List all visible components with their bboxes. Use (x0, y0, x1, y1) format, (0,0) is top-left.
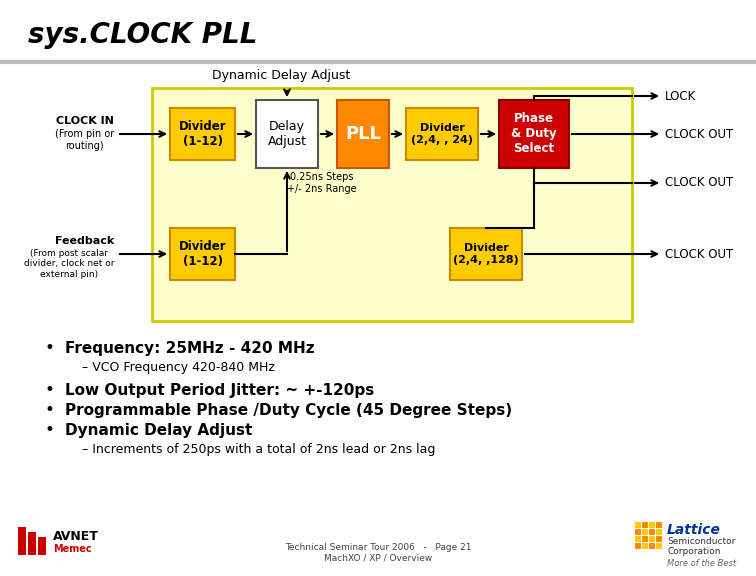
Bar (642, 529, 648, 535)
Text: •: • (44, 401, 54, 419)
Bar (256, 100, 318, 168)
Text: Phase
& Duty
Select: Phase & Duty Select (511, 112, 557, 156)
Bar (38, 537, 46, 555)
Text: Divider
(1-12): Divider (1-12) (178, 120, 226, 148)
Text: Low Output Period Jitter: ~ +-120ps: Low Output Period Jitter: ~ +-120ps (65, 382, 374, 397)
Text: LOCK: LOCK (665, 89, 696, 103)
Bar (642, 536, 648, 542)
Text: Lattice: Lattice (667, 523, 721, 537)
Bar (406, 108, 478, 160)
Text: 0.25ns Steps
+/- 2ns Range: 0.25ns Steps +/- 2ns Range (287, 172, 357, 194)
Text: CLOCK OUT: CLOCK OUT (665, 176, 733, 190)
Bar (642, 543, 648, 549)
Text: – Increments of 250ps with a total of 2ns lead or 2ns lag: – Increments of 250ps with a total of 2n… (82, 444, 435, 457)
Bar (152, 88, 632, 321)
Text: Memec: Memec (53, 544, 91, 554)
Text: Corporation: Corporation (667, 548, 720, 556)
Text: Semiconductor: Semiconductor (667, 537, 736, 547)
Text: Feedback: Feedback (54, 236, 114, 246)
Bar (635, 543, 641, 549)
Text: •: • (44, 339, 54, 357)
Bar (656, 522, 662, 528)
Text: (From post scalar
divider, clock net or
external pin): (From post scalar divider, clock net or … (23, 249, 114, 279)
Text: CLOCK OUT: CLOCK OUT (665, 127, 733, 141)
Text: – VCO Frequency 420-840 MHz: – VCO Frequency 420-840 MHz (82, 362, 275, 374)
Bar (450, 228, 522, 280)
Text: Technical Seminar Tour 2006   -   Page 21
MachXO / XP / Overview: Technical Seminar Tour 2006 - Page 21 Ma… (285, 543, 471, 563)
Text: AVNET: AVNET (53, 530, 99, 544)
Bar (499, 100, 569, 168)
Text: (From pin or
routing): (From pin or routing) (54, 129, 114, 150)
Text: Divider
(2,4, , 24): Divider (2,4, , 24) (411, 123, 473, 145)
Bar (642, 522, 648, 528)
Text: More of the Best: More of the Best (667, 559, 736, 569)
Bar (656, 529, 662, 535)
Text: Dynamic Delay Adjust: Dynamic Delay Adjust (65, 423, 253, 438)
Text: Frequency: 25MHz - 420 MHz: Frequency: 25MHz - 420 MHz (65, 340, 314, 355)
Bar (28, 532, 36, 555)
Bar (649, 543, 655, 549)
Bar (18, 527, 26, 555)
Text: Programmable Phase /Duty Cycle (45 Degree Steps): Programmable Phase /Duty Cycle (45 Degre… (65, 403, 512, 418)
Text: Divider
(2,4, ,128): Divider (2,4, ,128) (453, 243, 519, 265)
Text: Divider
(1-12): Divider (1-12) (178, 240, 226, 268)
Text: PLL: PLL (345, 125, 381, 143)
Bar (649, 536, 655, 542)
Bar (170, 228, 235, 280)
Bar (656, 536, 662, 542)
Text: CLOCK OUT: CLOCK OUT (665, 248, 733, 260)
Text: CLOCK IN: CLOCK IN (56, 116, 114, 126)
Bar (649, 522, 655, 528)
Text: sys.CLOCK PLL: sys.CLOCK PLL (28, 21, 257, 49)
Bar (635, 536, 641, 542)
Bar (635, 522, 641, 528)
Text: •: • (44, 381, 54, 399)
Text: Dynamic Delay Adjust: Dynamic Delay Adjust (212, 69, 351, 82)
Bar (0, 0, 756, 62)
Bar (635, 529, 641, 535)
Text: •: • (44, 421, 54, 439)
Bar (649, 529, 655, 535)
Bar (656, 543, 662, 549)
Bar (337, 100, 389, 168)
Text: Delay
Adjust: Delay Adjust (268, 120, 306, 148)
Bar (170, 108, 235, 160)
